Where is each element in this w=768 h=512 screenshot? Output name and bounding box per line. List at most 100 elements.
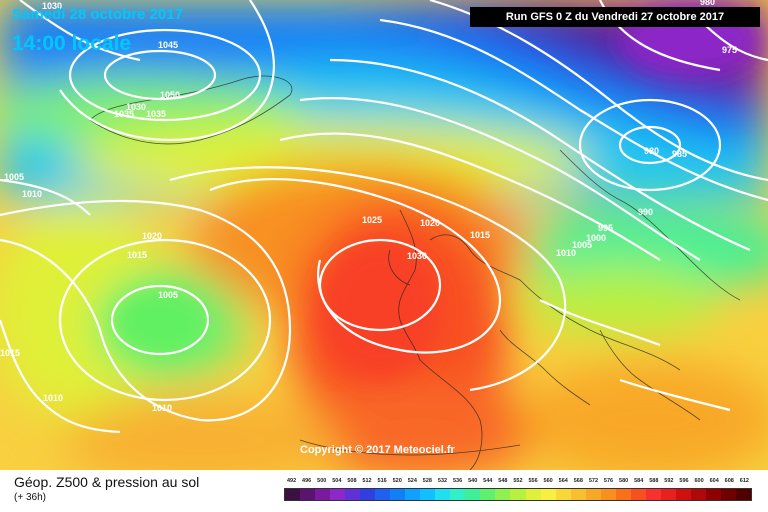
scale-tick-label: 568 (573, 478, 583, 484)
scale-tick-label: 548 (498, 478, 508, 484)
color-scale-labels: 492 496 500 504 508 512 516 520 524 528 532 536 540 5… (284, 478, 752, 484)
scale-tick-label: 528 (422, 478, 432, 484)
scale-swatch (675, 489, 691, 500)
scale-tick-label: 584 (634, 478, 644, 484)
scale-swatch (300, 489, 316, 500)
scale-tick-label: 496 (302, 478, 312, 484)
scale-swatch (525, 489, 541, 500)
run-banner: Run GFS 0 Z du Vendredi 27 octobre 2017 (470, 7, 760, 27)
scale-swatch (465, 489, 481, 500)
forecast-time: 14:00 locale (12, 32, 132, 55)
scale-swatch (375, 489, 391, 500)
scale-swatch (540, 489, 556, 500)
scale-tick-label: 576 (603, 478, 614, 484)
scale-tick-label: 508 (347, 478, 357, 484)
isobar-label: 1025 (362, 215, 382, 225)
forecast-range: (+ 36h) (14, 492, 46, 503)
geopotential-field (0, 0, 768, 470)
isobar-label: 985 (672, 149, 687, 159)
scale-swatch (600, 489, 616, 500)
scale-swatch (555, 489, 571, 500)
scale-tick-label: 612 (739, 478, 749, 484)
scale-swatch (645, 489, 661, 500)
scale-tick-label: 600 (694, 478, 704, 484)
isobar-label: 1020 (420, 218, 440, 228)
scale-swatch (735, 489, 751, 500)
scale-swatch (450, 489, 466, 500)
scale-swatch (285, 489, 301, 500)
isobar-label: 1035 (146, 109, 166, 119)
scale-tick-label: 524 (407, 478, 417, 484)
scale-swatch (360, 489, 376, 500)
isobar-label: 1010 (22, 189, 42, 199)
scale-tick-label: 580 (619, 478, 629, 484)
isobar-label: 1000 (586, 233, 606, 243)
scale-swatch (390, 489, 406, 500)
scale-swatch (330, 489, 346, 500)
scale-tick-label: 608 (724, 478, 734, 484)
scale-tick-label: 492 (286, 478, 297, 484)
scale-tick-label: 500 (317, 478, 327, 484)
scale-tick-label: 520 (392, 478, 402, 484)
isobar-label: 990 (638, 207, 653, 217)
isobar-label: 1005 (572, 240, 592, 250)
isobar-label: 980 (700, 0, 715, 7)
isobar-label: 1005 (158, 290, 178, 300)
scale-tick-label: 564 (558, 478, 568, 484)
isobar-label: 1015 (470, 230, 490, 240)
isobar-label: 975 (722, 45, 737, 55)
scale-tick-label: 516 (377, 478, 387, 484)
isobar-label: 1015 (127, 250, 147, 260)
scale-swatch (480, 489, 496, 500)
copyright-notice: Copyright © 2017 Meteociel.fr (300, 444, 455, 456)
scale-tick-label: 540 (468, 478, 478, 484)
scale-tick-label: 588 (649, 478, 659, 484)
scale-tick-label: 592 (664, 478, 674, 484)
isobar-label: 1030 (42, 1, 62, 11)
scale-swatch (510, 489, 526, 500)
scale-swatch (660, 489, 676, 500)
isobar-label: 1010 (43, 393, 63, 403)
scale-tick-label: 512 (362, 478, 372, 484)
isobar-label: 995 (598, 223, 613, 233)
scale-swatch (405, 489, 421, 500)
isobar-label: 1010 (556, 248, 576, 258)
isobar-labels: 1030 980 1045 975 1050 1030 1035 1035 98… (0, 0, 737, 413)
map-canvas: 1030 980 1045 975 1050 1030 1035 1035 98… (0, 0, 768, 470)
color-scale-bar (284, 488, 752, 501)
scale-tick-label: 560 (543, 478, 553, 484)
scale-tick-label: 504 (332, 478, 342, 484)
scale-swatch (435, 489, 451, 500)
scale-tick-label: 604 (709, 478, 719, 484)
forecast-date: Samedi 28 octobre 2017 (12, 6, 183, 23)
isobar-label: 1045 (158, 40, 178, 50)
scale-swatch (630, 489, 646, 500)
scale-swatch (495, 489, 511, 500)
scale-tick-label: 572 (588, 478, 599, 484)
legend-title: Géop. Z500 & pression au sol (14, 474, 200, 490)
isobar-label: 1010 (152, 403, 172, 413)
coastlines (89, 75, 741, 470)
scale-swatch (615, 489, 631, 500)
scale-tick-label: 544 (483, 478, 493, 484)
isobar-label: 1005 (4, 172, 24, 182)
isobars (0, 0, 768, 434)
scale-swatch (705, 489, 721, 500)
scale-swatch (420, 489, 436, 500)
scale-swatch (720, 489, 736, 500)
scale-tick-label: 532 (437, 478, 448, 484)
scale-tick-label: 596 (679, 478, 689, 484)
isobar-label: 980 (644, 146, 659, 156)
isobar-label: 1050 (160, 90, 180, 100)
scale-swatch (315, 489, 331, 500)
scale-swatch (585, 489, 601, 500)
legend-footer: Géop. Z500 & pression au sol (+ 36h) 492… (0, 470, 768, 512)
scale-swatch (345, 489, 361, 500)
scale-swatch (690, 489, 706, 500)
scale-tick-label: 552 (513, 478, 523, 484)
scale-swatch (570, 489, 586, 500)
scale-tick-label: 556 (528, 478, 538, 484)
isobar-label: 1020 (142, 231, 162, 241)
isobar-label: 1035 (114, 109, 134, 119)
